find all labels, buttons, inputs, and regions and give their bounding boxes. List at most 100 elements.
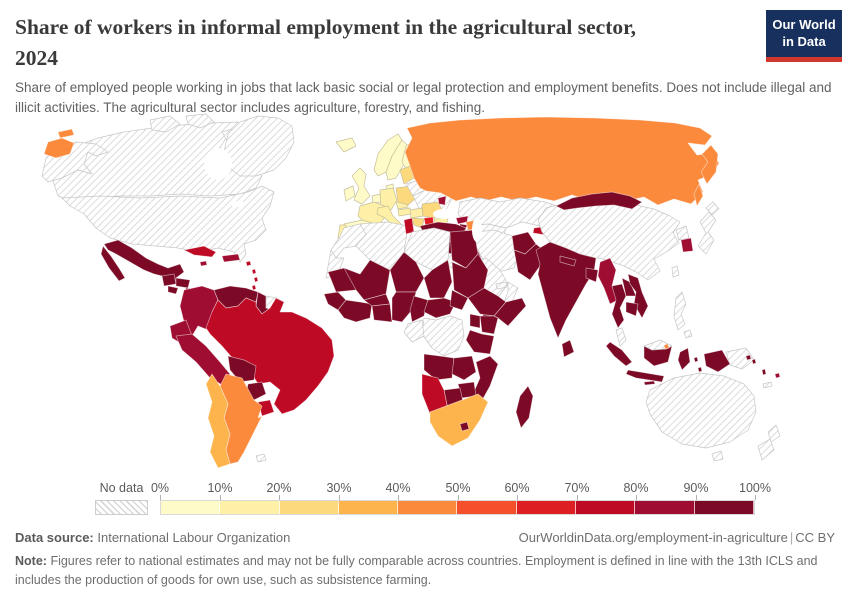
country-netherlands-belgium[interactable] xyxy=(371,193,382,204)
country-uruguay[interactable] xyxy=(257,399,275,417)
country-russia[interactable] xyxy=(404,116,720,206)
country-honduras[interactable] xyxy=(175,277,191,289)
country-indonesia-maluku2[interactable] xyxy=(697,366,703,373)
country-new-zealand-south[interactable] xyxy=(757,438,775,461)
country-uk[interactable] xyxy=(351,167,371,205)
no-data-swatch[interactable] xyxy=(95,500,148,515)
country-thailand[interactable] xyxy=(611,283,627,329)
country-mali[interactable] xyxy=(343,259,391,301)
country-moldova[interactable] xyxy=(437,195,447,206)
legend-bin-80-90[interactable] xyxy=(635,501,695,514)
country-philippines-mindanao[interactable] xyxy=(683,329,693,339)
country-greenland[interactable] xyxy=(223,115,295,177)
legend-tickmark xyxy=(398,495,399,500)
country-japan[interactable] xyxy=(697,211,717,255)
legend-bin-60-70[interactable] xyxy=(516,501,577,514)
country-uae[interactable] xyxy=(495,281,508,290)
country-indonesia-papua[interactable] xyxy=(703,349,731,373)
country-uganda[interactable] xyxy=(469,313,481,329)
country-indonesia-sumatra[interactable] xyxy=(605,341,633,367)
legend-tickmark xyxy=(696,495,697,500)
legend-tick-10: 10% xyxy=(207,481,233,495)
country-bolivia[interactable] xyxy=(227,355,257,383)
country-cuba[interactable] xyxy=(183,245,217,258)
country-austria[interactable] xyxy=(397,207,412,217)
country-india[interactable] xyxy=(535,241,597,339)
country-zambia[interactable] xyxy=(451,355,477,381)
country-south-korea[interactable] xyxy=(680,237,694,253)
owid-logo[interactable]: Our World in Data xyxy=(766,10,842,62)
country-fiji[interactable] xyxy=(774,372,781,379)
country-new-caledonia[interactable] xyxy=(762,381,773,389)
country-sri-lanka[interactable] xyxy=(561,339,575,358)
country-vietnam[interactable] xyxy=(627,273,649,319)
country-chad[interactable] xyxy=(423,259,453,299)
country-lesotho[interactable] xyxy=(459,421,470,432)
country-malaysia[interactable] xyxy=(615,327,627,347)
country-el-salvador[interactable] xyxy=(167,285,179,295)
legend-bin-40-50[interactable] xyxy=(398,501,458,514)
country-indonesia-sulawesi[interactable] xyxy=(677,347,691,371)
country-australia[interactable] xyxy=(645,372,757,449)
world-map xyxy=(0,112,850,480)
legend-bin-90-100[interactable] xyxy=(694,501,754,514)
legend-tick-20: 20% xyxy=(266,481,292,495)
country-vanuatu[interactable] xyxy=(761,368,767,376)
legend-tick-30: 30% xyxy=(326,481,352,495)
country-sudan[interactable] xyxy=(451,253,489,299)
country-madagascar[interactable] xyxy=(515,385,534,429)
country-russia-sakhalin[interactable] xyxy=(693,183,704,207)
country-lesser-antilles[interactable] xyxy=(245,260,259,291)
country-jamaica[interactable] xyxy=(199,260,208,267)
legend-bin-20-30[interactable] xyxy=(279,501,339,514)
country-haiti-dominican[interactable] xyxy=(221,253,241,263)
country-kenya[interactable] xyxy=(479,315,499,335)
legend-tickmark xyxy=(160,495,161,500)
country-north-korea[interactable] xyxy=(675,225,690,241)
country-nepal[interactable] xyxy=(559,255,577,267)
country-canada-arctic2[interactable] xyxy=(185,113,215,129)
country-canada-arctic1[interactable] xyxy=(149,115,181,133)
owid-logo-line2: in Data xyxy=(782,33,826,49)
country-taiwan[interactable] xyxy=(671,265,680,278)
country-mexico-baja[interactable] xyxy=(100,245,126,282)
country-indonesia-java[interactable] xyxy=(625,369,665,383)
data-source: Data source: International Labour Organi… xyxy=(15,530,290,545)
legend-bin-30-40[interactable] xyxy=(338,501,399,514)
country-usa[interactable] xyxy=(61,185,275,263)
country-russia-kamchatka[interactable] xyxy=(700,144,719,185)
country-hungary[interactable] xyxy=(409,207,424,219)
country-bangladesh[interactable] xyxy=(585,267,599,283)
country-guatemala[interactable] xyxy=(161,273,177,287)
legend-bin-50-60[interactable] xyxy=(457,501,517,514)
country-mongolia[interactable] xyxy=(555,191,643,211)
country-guinea[interactable] xyxy=(337,299,373,323)
country-congo-gabon[interactable] xyxy=(403,319,425,343)
country-ghana-togo-benin[interactable] xyxy=(371,303,393,323)
country-solomon-islands[interactable] xyxy=(745,354,757,365)
country-ireland[interactable] xyxy=(343,185,356,202)
country-falkland-islands[interactable] xyxy=(255,453,267,463)
country-brunei[interactable] xyxy=(663,343,670,350)
country-drc[interactable] xyxy=(421,315,465,357)
country-chile[interactable] xyxy=(205,373,231,469)
owid-link[interactable]: OurWorldinData.org/employment-in-agricul… xyxy=(518,530,788,545)
country-indonesia-sunda1[interactable] xyxy=(643,380,656,386)
country-mozambique[interactable] xyxy=(471,355,499,405)
country-russia-wrangel[interactable] xyxy=(57,128,75,139)
country-russia-chukotka[interactable] xyxy=(43,137,75,159)
country-indonesia-maluku1[interactable] xyxy=(693,356,699,363)
country-south-sudan[interactable] xyxy=(449,289,469,311)
country-australia-tasmania[interactable] xyxy=(711,450,724,462)
license-label[interactable]: CC BY xyxy=(795,530,835,545)
country-south-africa[interactable] xyxy=(429,393,489,447)
country-tanzania[interactable] xyxy=(465,329,495,355)
legend-bin-10-20[interactable] xyxy=(220,501,280,514)
legend-bin-70-80[interactable] xyxy=(576,501,636,514)
country-iceland[interactable] xyxy=(335,137,357,153)
legend-bin-0-10[interactable] xyxy=(161,501,221,514)
country-philippines[interactable] xyxy=(673,291,687,331)
country-angola[interactable] xyxy=(423,353,455,381)
country-cambodia[interactable] xyxy=(625,301,639,317)
country-western-sahara[interactable] xyxy=(325,249,345,279)
